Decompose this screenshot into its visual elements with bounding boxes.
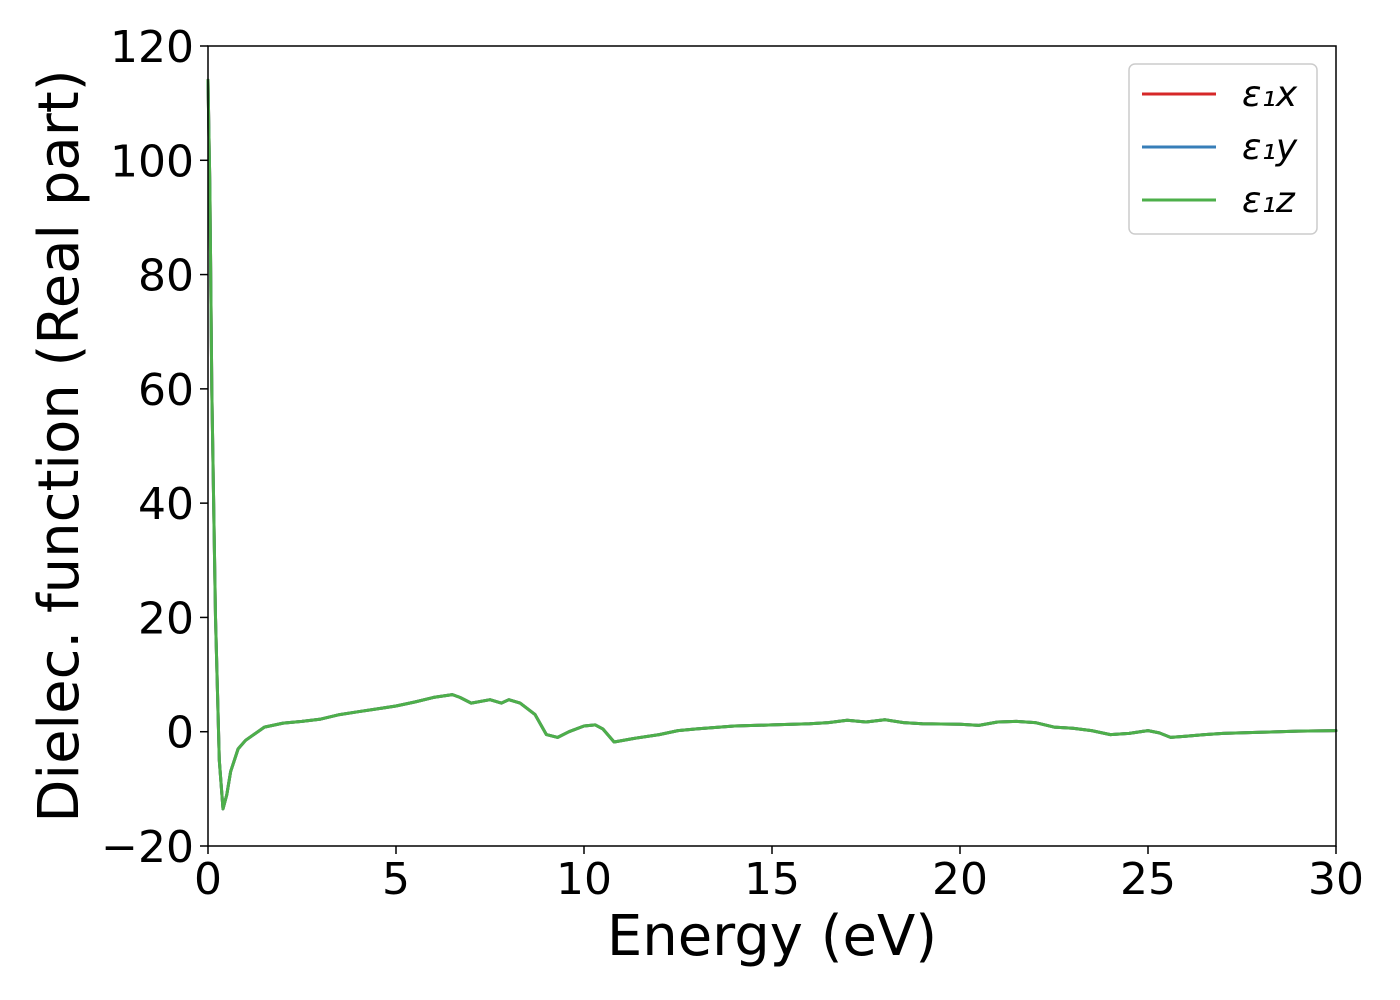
y-tick-label: 0	[166, 708, 194, 759]
x-tick-label: 25	[1120, 854, 1176, 905]
y-tick-label: 80	[138, 251, 194, 302]
legend-box	[1128, 63, 1318, 235]
x-tick-label: 15	[744, 854, 800, 905]
x-tick-label: 10	[556, 854, 612, 905]
y-tick-label: 100	[110, 136, 194, 187]
series-line-3	[206, 78, 1338, 811]
y-tick-label: 20	[138, 593, 194, 644]
series-layer	[206, 78, 1338, 811]
x-axis-label: Energy (eV)	[607, 904, 937, 969]
y-tick-label: 60	[138, 365, 194, 416]
legend-label-2: ε₁y	[1242, 127, 1298, 168]
legend-label-3: ε₁z	[1242, 180, 1296, 221]
x-tick-label: 30	[1308, 854, 1364, 905]
x-axis: 0 5 10 15 20 25 30	[194, 846, 1364, 905]
x-tick-label: 5	[382, 854, 410, 905]
y-tick-label: 40	[138, 479, 194, 530]
y-axis-label: Dielec. function (Real part)	[27, 69, 92, 822]
y-tick-label: −20	[101, 822, 194, 873]
x-tick-label: 20	[932, 854, 988, 905]
y-tick-label: 120	[110, 22, 194, 73]
legend: ε₁x ε₁y ε₁z	[1128, 63, 1318, 235]
y-axis: −20 0 20 40 60 80 100 120	[101, 22, 208, 873]
legend-label-1: ε₁x	[1242, 74, 1298, 115]
x-tick-label: 0	[194, 854, 222, 905]
